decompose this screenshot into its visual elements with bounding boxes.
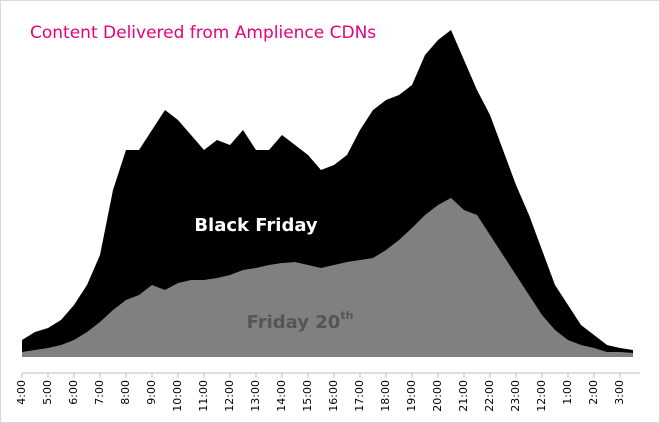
series-label-text: Black Friday [194, 215, 318, 236]
x-tick-label: 23:00 [509, 380, 522, 412]
x-tick-label: 16:00 [327, 380, 340, 412]
x-tick-label: 14:00 [275, 380, 288, 412]
x-tick-label: 3:00 [613, 380, 626, 405]
series-label: Friday 20th [247, 309, 354, 333]
x-tick-label: 9:00 [145, 380, 158, 405]
area [22, 198, 633, 357]
x-tick-label: 22:00 [483, 380, 496, 412]
x-tick-label: 17:00 [353, 380, 366, 412]
x-tick-label: 11:00 [197, 380, 210, 412]
x-tick-label: 10:00 [171, 380, 184, 412]
x-tick-label: 2:00 [587, 380, 600, 405]
x-tick-label: 5:00 [41, 380, 54, 405]
x-tick-label: 7:00 [93, 380, 106, 405]
x-tick-label: 1:00 [561, 380, 574, 405]
x-tick-label: 21:00 [457, 380, 470, 412]
x-tick-label: 4:00 [15, 380, 28, 405]
series-label-text: Friday 20 [247, 312, 341, 333]
x-tick-label: 18:00 [379, 380, 392, 412]
x-tick-label: 13:00 [249, 380, 262, 412]
chart-title: Content Delivered from Amplience CDNs [30, 23, 376, 43]
x-tick-label: 15:00 [301, 380, 314, 412]
series-label-sup: th [340, 309, 353, 322]
x-tick-label: 6:00 [67, 380, 80, 405]
series-label: Black Friday [194, 215, 318, 236]
x-tick-label: 8:00 [119, 380, 132, 405]
x-tick-label: 12:00 [223, 380, 236, 412]
x-tick-label: 19:00 [405, 380, 418, 412]
x-tick-label: 12:00 [535, 380, 548, 412]
x-tick-label: 20:00 [431, 380, 444, 412]
